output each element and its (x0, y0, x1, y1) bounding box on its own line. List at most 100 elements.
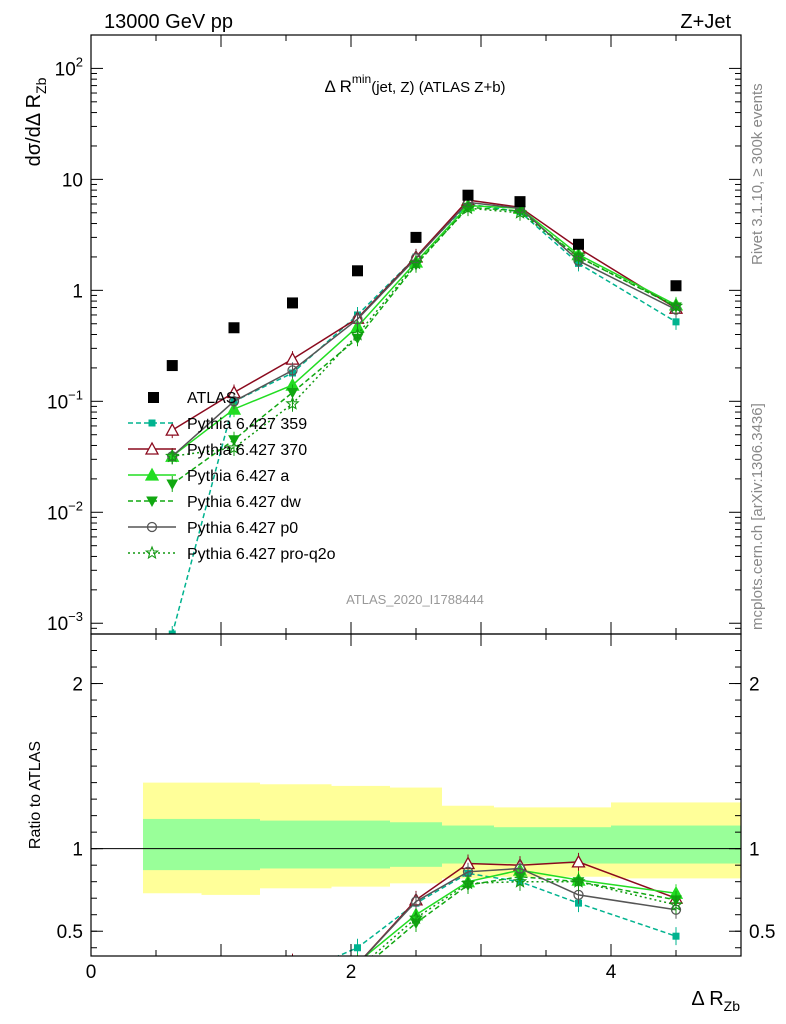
ratio-point-1-1 (228, 965, 240, 976)
header-right: Z+Jet (680, 11, 731, 33)
xtick-label-0: 0 (86, 962, 97, 983)
ratio-point-5-6 (512, 874, 528, 888)
series-point-5-6 (512, 205, 528, 219)
band-inner-1 (201, 818, 260, 871)
ratio-point-0-2 (289, 972, 296, 979)
legend-marker-3 (146, 496, 158, 508)
legend-label-5: Pythia 6.427 pro-q2o (187, 546, 336, 563)
data-point-7 (573, 238, 584, 250)
series-point-5-5 (460, 200, 476, 215)
data-point-2 (287, 297, 298, 309)
xtick-label-1: 2 (346, 962, 357, 983)
series-point-3-0 (166, 479, 179, 490)
ratio-point-0-3 (354, 944, 361, 952)
ratio-point-0-8 (672, 932, 680, 940)
series-point-5-0 (165, 448, 180, 463)
main-ytick-label-base-4: 10 (47, 503, 68, 524)
legend-marker-0 (148, 419, 156, 427)
ratio-point-0-1 (231, 974, 238, 981)
legend-label-1: Pythia 6.427 370 (187, 442, 307, 459)
main-ytick-label-exp-5: −3 (68, 609, 83, 624)
ratio-ytick-label-1: 1 (72, 840, 83, 861)
ratio-point-5-8 (668, 897, 684, 911)
legend-label-4: Pythia 6.427 p0 (187, 520, 298, 537)
series-point-3-2 (286, 388, 299, 399)
series-point-5-7 (571, 249, 586, 264)
series-point-4-2 (287, 365, 298, 376)
ratio-point-5-4 (408, 910, 424, 925)
band-inner-2 (260, 820, 332, 869)
rivet-text: Rivet 3.1.10, ≥ 300k events (749, 83, 766, 265)
main-ytick-label-2: 1 (72, 281, 83, 302)
ratio-point-3-0 (167, 995, 177, 1004)
series-point-5-4 (408, 255, 424, 270)
ratio-point-5-2 (287, 988, 298, 999)
x-axis-label-main: Δ R (691, 988, 723, 1010)
series-line-5 (172, 207, 677, 457)
series-point-5-1 (226, 440, 242, 455)
ratio-point-4-0 (168, 985, 177, 994)
ratio-ytick-label-r-0: 2 (749, 675, 760, 696)
legend-marker-5 (144, 545, 160, 560)
main-ytick-label-base-3: 10 (47, 392, 68, 413)
legend-label-2: Pythia 6.427 a (187, 468, 289, 485)
main-title: Δ Rmin(jet, Z) (ATLAS Z+b) (324, 72, 505, 96)
legend-label-0: Pythia 6.427 359 (187, 416, 307, 433)
ratio-ytick-label-r-2: 0.5 (749, 922, 775, 943)
main-ylabel: dσ/dΔ RZb (23, 77, 49, 166)
main-frame (90, 34, 742, 635)
data-point-3 (352, 265, 363, 277)
ratio-point-3-2 (288, 983, 298, 992)
main-ytick-label-4: 10−2 (47, 498, 83, 524)
series-point-1-0 (165, 422, 180, 436)
legend-marker-4 (146, 521, 158, 533)
main-ytick-label-exp-0: 2 (76, 54, 83, 69)
series-point-5-2 (285, 396, 300, 410)
legend-marker-2 (144, 467, 160, 481)
ratio-ylabel: Ratio to ATLAS (27, 741, 44, 849)
series-point-4-3 (352, 314, 363, 325)
ratio-point-2-1 (228, 978, 240, 989)
main-ytick-label-1: 10 (62, 170, 83, 191)
watermark: ATLAS_2020_I1788444 (346, 592, 484, 607)
series-line-1 (171, 199, 677, 431)
main-title-sup: min (352, 72, 371, 86)
ratio-point-4-1 (230, 973, 239, 982)
xtick-label-2: 4 (606, 962, 617, 983)
ratio-point-3-1 (229, 993, 239, 1002)
header-left: 13000 GeV pp (104, 11, 233, 33)
main-ytick-label-exp-3: −1 (68, 387, 83, 402)
ratio-point-2-2 (287, 978, 299, 989)
main-ytick-label-3: 10−1 (47, 387, 83, 413)
data-point-1 (228, 322, 240, 334)
data-point-6 (514, 196, 526, 208)
main-ytick-label-5: 10−3 (47, 609, 83, 635)
legend-label-3: Pythia 6.427 dw (187, 494, 301, 511)
data-point-0 (166, 360, 178, 372)
mcplots-text: mcplots.cern.ch [arXiv:1306.3436] (749, 403, 766, 630)
data-point-4 (410, 231, 422, 243)
ratio-ytick-label-r-1: 1 (749, 840, 760, 861)
main-ytick-label-base-5: 10 (47, 614, 68, 635)
main-plot-area (165, 189, 684, 634)
series-point-0-0 (168, 630, 176, 634)
main-title-prefix: Δ R (324, 77, 351, 96)
ratio-point-5-0 (167, 983, 179, 994)
ratio-line-5 (371, 880, 677, 956)
ratio-ytick-label-2: 0.5 (57, 922, 83, 943)
band-inner-3 (331, 820, 390, 869)
ratio-point-5-1 (228, 995, 239, 1006)
ratio-plot-area (167, 852, 684, 1006)
ratio-point-5-7 (571, 874, 586, 888)
ratio-point-4-4 (410, 896, 422, 907)
main-ytick-label-base-2: 1 (72, 281, 83, 302)
data-point-8 (670, 280, 682, 292)
legend-marker-data (148, 392, 159, 403)
x-axis-label-sub: Zb (724, 998, 741, 1014)
legend-label-data: ATLAS (187, 390, 237, 407)
main-ylabel-main: dσ/dΔ R (23, 94, 45, 166)
main-ytick-label-exp-4: −2 (68, 498, 83, 513)
ratio-point-1-7 (571, 854, 586, 868)
legend: ATLAS Pythia 6.427 359 Pythia 6.427 370 Pyt… (128, 390, 336, 563)
